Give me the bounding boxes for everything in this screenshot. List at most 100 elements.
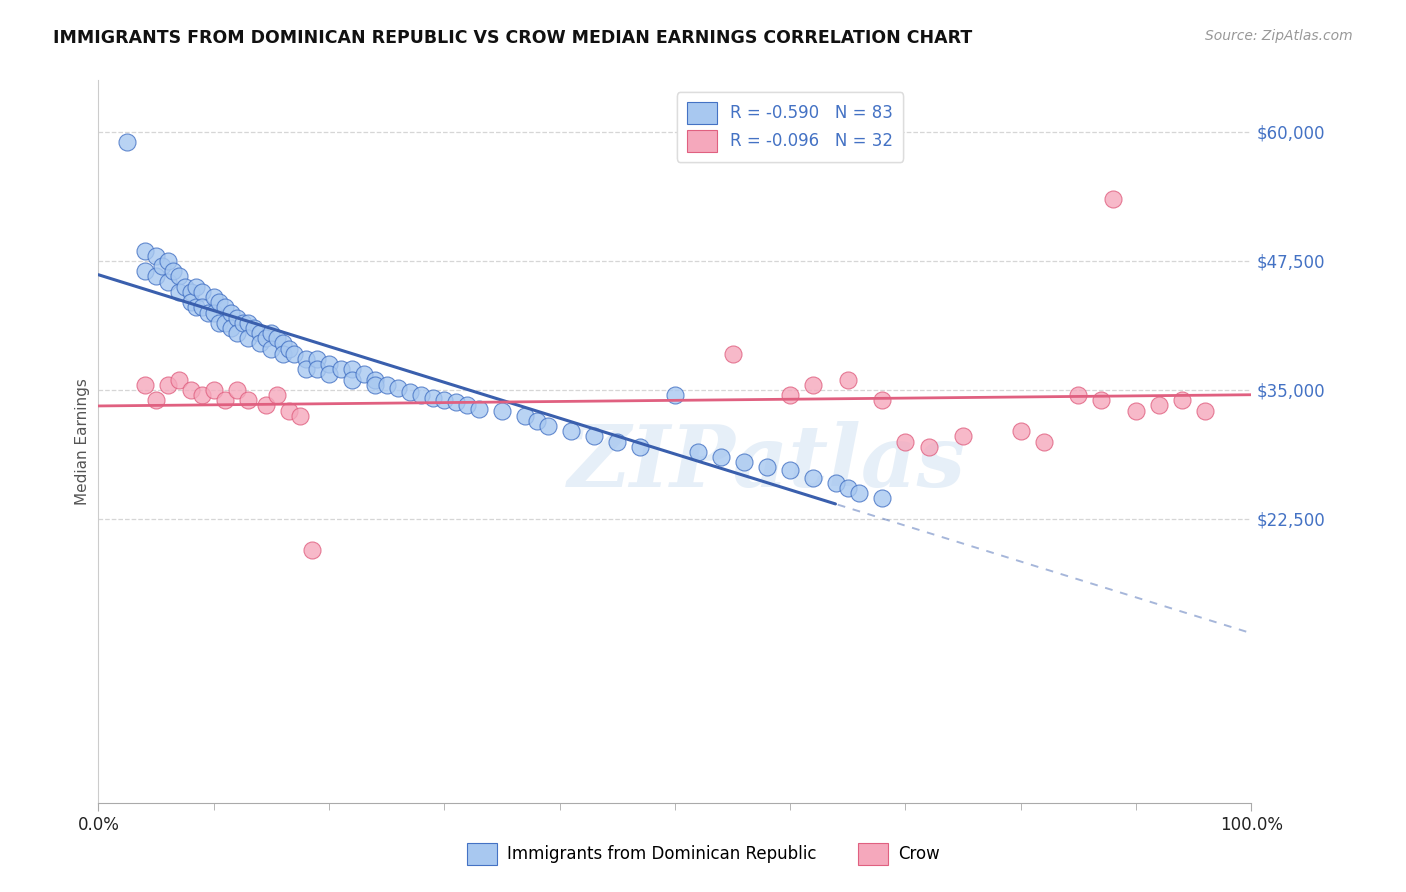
Point (353, 368, 375, 382)
Point (167, 269, 190, 284)
Y-axis label: Median Earnings: Median Earnings (75, 378, 90, 505)
Point (225, 326, 247, 341)
Point (1125, 403, 1147, 417)
Point (283, 347, 305, 361)
Point (526, 414, 548, 428)
Point (214, 316, 236, 330)
Point (197, 305, 219, 319)
Point (202, 290, 225, 304)
Point (779, 463, 801, 477)
Point (254, 331, 277, 345)
Point (156, 253, 179, 268)
Point (150, 259, 173, 273)
Point (186, 279, 208, 293)
Point (117, 135, 139, 149)
Point (254, 398, 277, 412)
Point (260, 326, 283, 341)
Point (202, 383, 225, 397)
Point (231, 316, 254, 330)
Point (756, 460, 779, 475)
Point (1102, 192, 1125, 206)
Point (238, 393, 260, 408)
Point (167, 373, 190, 387)
Point (214, 301, 236, 315)
Point (364, 373, 387, 387)
Point (208, 295, 231, 310)
Point (952, 429, 974, 443)
Point (307, 362, 329, 376)
Point (513, 409, 536, 423)
Point (301, 542, 323, 557)
Point (238, 331, 260, 345)
Point (162, 264, 184, 278)
Point (208, 316, 231, 330)
Point (318, 357, 340, 371)
Point (1171, 393, 1194, 408)
Point (134, 244, 156, 258)
Point (398, 384, 420, 399)
Point (433, 393, 456, 408)
Point (411, 388, 433, 402)
Point (277, 342, 299, 356)
Point (872, 393, 894, 408)
Point (917, 440, 939, 454)
Point (872, 491, 894, 506)
Point (225, 383, 247, 397)
Point (456, 398, 478, 412)
Point (837, 373, 859, 387)
Point (664, 388, 686, 402)
Point (1194, 403, 1216, 417)
Point (801, 377, 824, 392)
Point (277, 403, 299, 417)
Point (560, 424, 582, 438)
Point (266, 388, 288, 402)
Point (1010, 424, 1032, 438)
Point (134, 377, 156, 392)
Point (295, 351, 318, 366)
Point (686, 445, 709, 459)
Point (318, 368, 340, 382)
Point (191, 285, 214, 299)
Point (894, 434, 917, 449)
Point (583, 429, 606, 443)
Point (290, 409, 312, 423)
Point (145, 269, 167, 284)
Point (848, 486, 870, 500)
Point (271, 336, 294, 351)
Point (214, 393, 236, 408)
Point (422, 391, 444, 405)
Point (167, 285, 190, 299)
Point (1147, 398, 1170, 412)
Point (180, 383, 202, 397)
Point (307, 351, 329, 366)
Point (628, 440, 651, 454)
Point (295, 362, 318, 376)
Point (825, 475, 848, 490)
Point (180, 285, 202, 299)
Point (1090, 393, 1112, 408)
Point (219, 321, 242, 335)
Point (186, 301, 208, 315)
Point (271, 347, 294, 361)
Point (364, 377, 387, 392)
Point (491, 403, 513, 417)
Point (837, 481, 859, 495)
Point (191, 388, 214, 402)
Point (1067, 388, 1090, 402)
Point (180, 295, 202, 310)
Point (238, 316, 260, 330)
Point (202, 305, 225, 319)
Point (340, 362, 363, 376)
Legend: R = -0.590   N = 83, R = -0.096   N = 32: R = -0.590 N = 83, R = -0.096 N = 32 (678, 92, 903, 161)
Point (710, 450, 733, 464)
Point (156, 377, 179, 392)
Text: IMMIGRANTS FROM DOMINICAN REPUBLIC VS CROW MEDIAN EARNINGS CORRELATION CHART: IMMIGRANTS FROM DOMINICAN REPUBLIC VS CR… (53, 29, 973, 46)
Point (375, 377, 398, 392)
Point (260, 342, 283, 356)
Point (191, 301, 214, 315)
Legend: Immigrants from Dominican Republic, Crow: Immigrants from Dominican Republic, Crow (460, 837, 946, 871)
Point (733, 455, 755, 469)
Point (801, 470, 824, 484)
Point (537, 419, 560, 434)
Point (329, 362, 352, 376)
